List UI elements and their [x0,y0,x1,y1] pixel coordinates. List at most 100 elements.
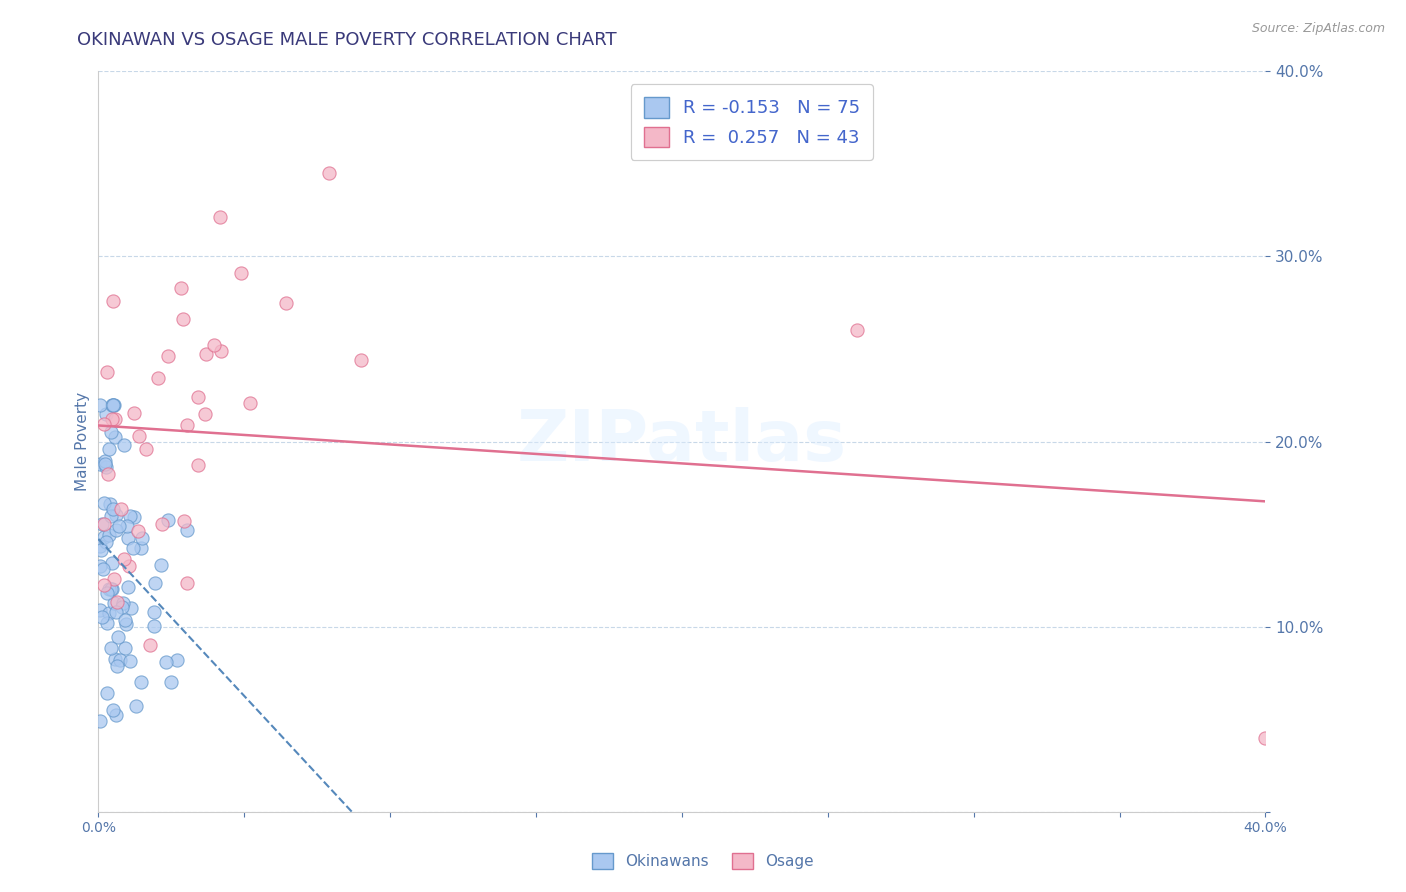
Point [104,430,127,444]
Point [93,578,115,592]
Point [98,497,121,511]
Legend: R = -0.153   N = 75, R =  0.257   N = 43: R = -0.153 N = 75, R = 0.257 N = 43 [631,84,873,160]
Point [100,640,122,655]
Point [93,496,115,510]
Point [105,658,128,673]
Point [94,534,117,549]
Point [98,606,121,620]
Point [117,518,139,533]
Point [173,514,195,528]
Text: ZIPatlas: ZIPatlas [517,407,846,476]
Point [239,396,262,410]
Point [89,603,111,617]
Point [96,586,118,600]
Point [122,509,145,524]
Point [139,638,162,652]
Point [114,613,136,627]
Point [115,617,138,632]
Point [101,398,124,412]
Point [93,530,115,544]
Point [176,418,198,433]
Point [101,412,124,426]
Point [105,595,128,609]
Point [107,631,129,645]
Point [118,654,141,668]
Point [117,558,139,573]
Point [110,502,132,516]
Point [89,714,111,729]
Point [104,708,127,723]
Point [89,398,111,412]
Point [149,558,172,572]
Point [101,398,124,412]
Point [172,312,194,326]
Point [90,516,112,531]
Legend: Okinawans, Osage: Okinawans, Osage [586,847,820,875]
Point [125,699,148,714]
Point [91,562,114,576]
Point [148,371,170,385]
Point [98,528,121,542]
Point [135,442,157,456]
Point [108,519,131,533]
Point [101,556,124,570]
Point [97,467,120,481]
Point [104,652,127,666]
Point [104,523,127,537]
Point [142,605,165,619]
Point [143,619,166,633]
Point [89,457,111,471]
Point [98,582,121,597]
Point [90,542,112,557]
Point [111,599,134,614]
Point [90,610,112,624]
Point [127,524,149,538]
Point [103,398,125,412]
Point [120,601,142,615]
Point [118,508,141,523]
Point [112,438,135,452]
Point [122,406,145,420]
Point [128,429,150,443]
Point [318,166,340,180]
Point [194,408,217,422]
Point [101,703,124,717]
Point [93,454,115,468]
Point [108,653,131,667]
Point [101,502,124,516]
Text: Source: ZipAtlas.com: Source: ZipAtlas.com [1251,22,1385,36]
Point [155,655,177,669]
Point [160,675,183,690]
Point [187,390,209,404]
Point [101,582,124,596]
Point [100,508,122,523]
Point [104,606,127,620]
Point [846,324,869,338]
Point [103,398,125,412]
Point [117,531,139,545]
Point [131,531,153,545]
Point [157,513,180,527]
Point [202,337,225,351]
Point [117,580,139,594]
Point [131,675,153,690]
Point [93,516,115,531]
Point [100,582,122,596]
Point [96,460,118,475]
Point [350,353,373,368]
Point [176,576,198,591]
Point [176,523,198,537]
Point [104,412,127,426]
Point [93,457,115,471]
Point [100,425,122,440]
Point [114,641,136,656]
Point [274,295,297,310]
Point [105,508,128,522]
Point [112,596,135,610]
Point [89,559,111,574]
Point [209,210,232,224]
Point [103,596,125,610]
Point [152,517,174,532]
Point [101,294,124,309]
Point [103,572,125,586]
